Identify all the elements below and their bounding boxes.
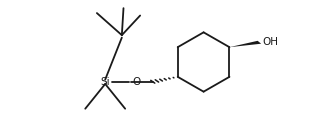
Text: Si: Si: [101, 77, 110, 87]
Text: OH: OH: [262, 37, 278, 47]
Polygon shape: [229, 41, 261, 47]
Text: O: O: [133, 77, 141, 87]
